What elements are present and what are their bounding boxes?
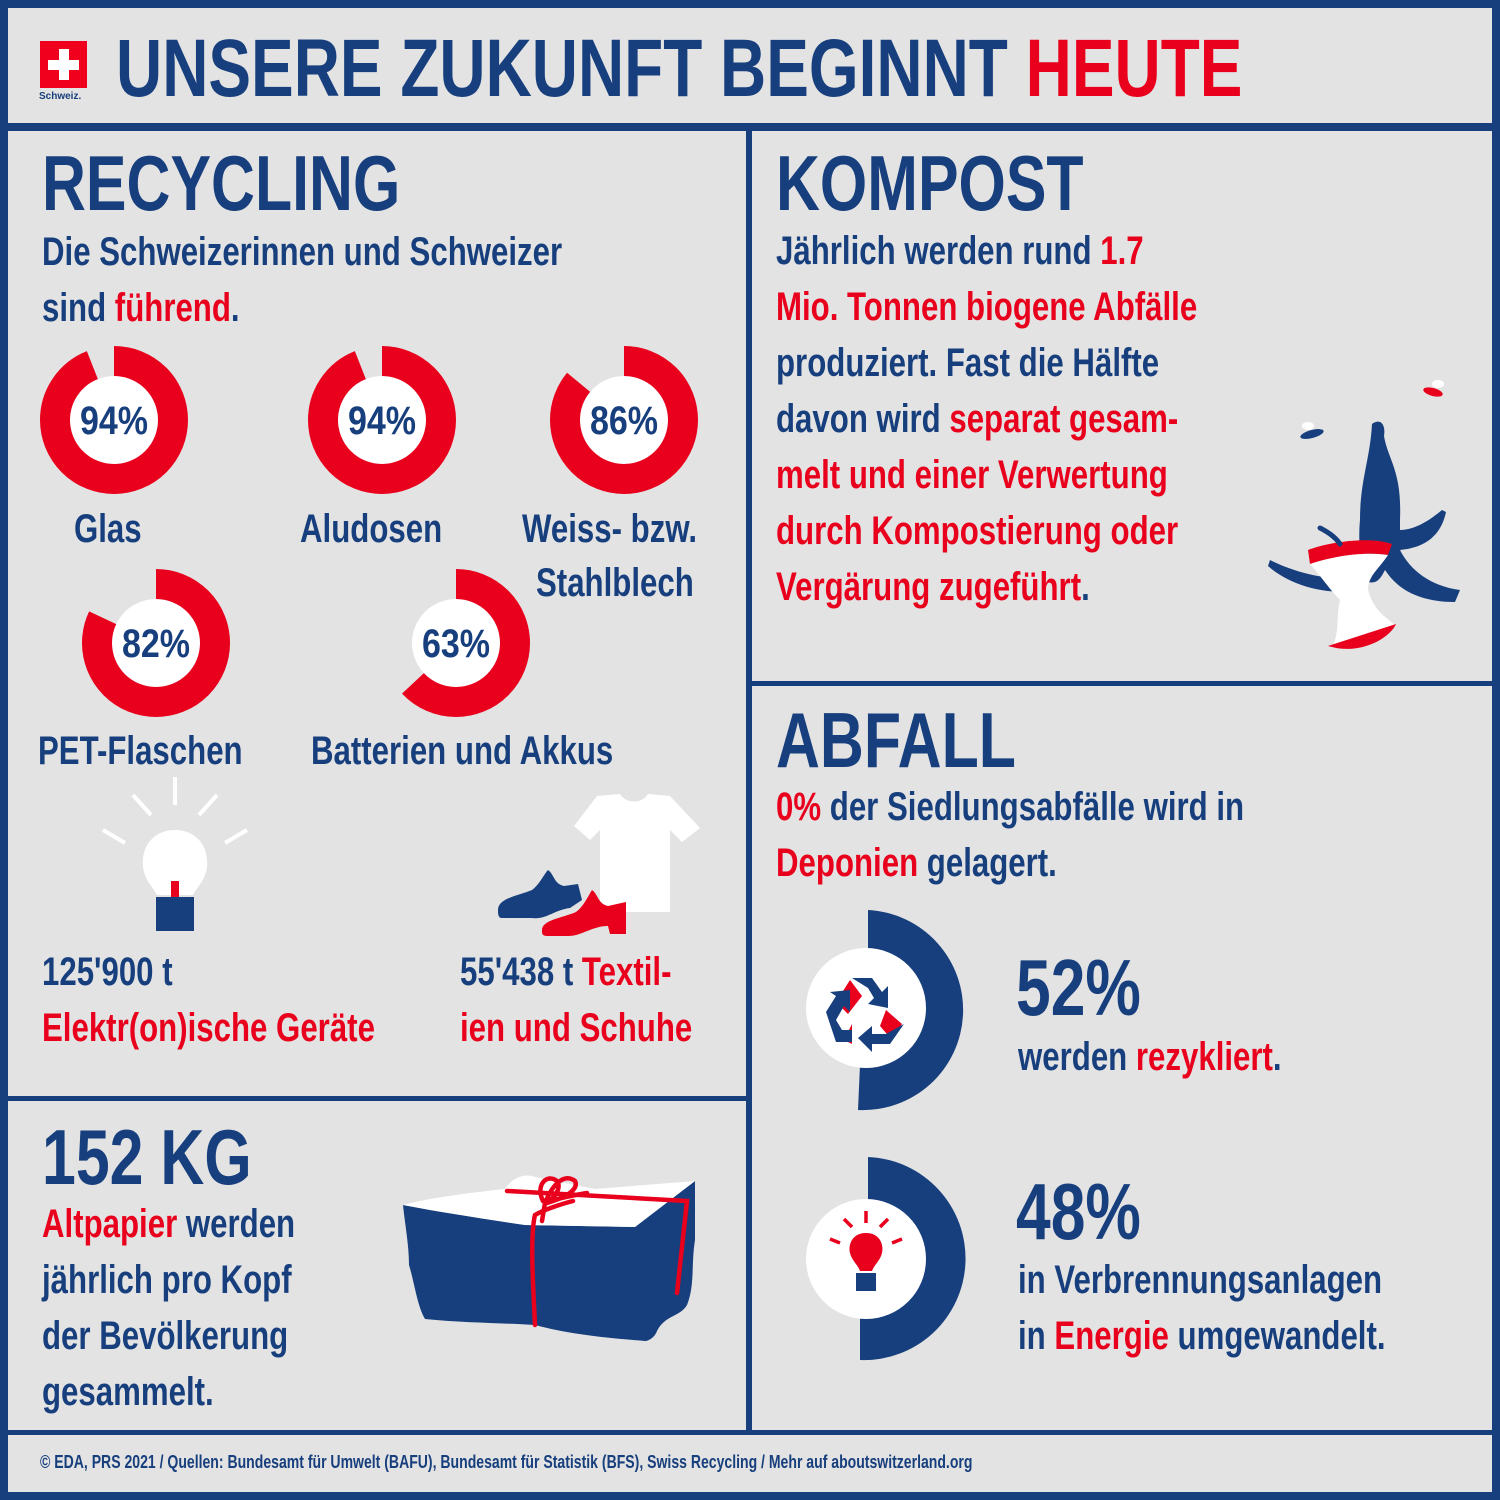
energy-lightbulb-icon bbox=[829, 1211, 903, 1291]
stat-energy-text: in Verbrennungsanlagen in Energie umgewa… bbox=[1018, 1258, 1386, 1358]
donut-stahlblech: 86% bbox=[550, 346, 698, 494]
paper-text: Altpapier werden jährlich pro Kopf der B… bbox=[42, 1202, 296, 1414]
svg-text:94%: 94% bbox=[80, 397, 148, 442]
banana-apple-core-icon bbox=[1268, 380, 1460, 649]
page-title: UNSERE ZUKUNFT BEGINNT HEUTE bbox=[116, 28, 1500, 110]
paper-stack-icon bbox=[403, 1175, 695, 1341]
section-title-recycling: RECYCLING bbox=[42, 139, 401, 227]
title-highlight: HEUTE bbox=[1025, 23, 1243, 114]
recycling-donuts: 94% 94% 86% 82% 63% bbox=[40, 346, 698, 717]
center-divider bbox=[746, 123, 752, 1435]
left-divider bbox=[0, 1096, 750, 1101]
stat-energy-pct: 48% bbox=[1016, 1167, 1141, 1256]
donut-aludosen: 94% bbox=[308, 346, 456, 494]
donut-pet: 82% bbox=[82, 569, 230, 717]
donut-glas: 94% bbox=[40, 346, 188, 494]
svg-text:63%: 63% bbox=[422, 620, 490, 665]
donut-batterien: 63% bbox=[382, 569, 530, 717]
swiss-flag-icon bbox=[40, 41, 87, 88]
recycling-intro: Die Schweizerinnen und Schweizer sind fü… bbox=[42, 230, 563, 330]
stat-recycled-text: werden rezykliert. bbox=[1018, 1035, 1282, 1079]
label-stahlblech: Weiss- bzw. Stahlblech bbox=[522, 507, 698, 605]
right-divider bbox=[746, 681, 1500, 686]
electronics-stat: 125'900 t Elektr(on)ische Geräte bbox=[42, 950, 375, 1050]
kompost-text: Jährlich werden rund 1.7 Mio. Tonnen bio… bbox=[776, 229, 1198, 609]
label-aludosen: Aludosen bbox=[300, 507, 443, 551]
logo-text: Schweiz. bbox=[39, 91, 82, 102]
footer-divider bbox=[0, 1430, 1500, 1435]
abfall-intro: 0% der Siedlungsabfälle wird in Deponien… bbox=[776, 785, 1245, 885]
svg-text:86%: 86% bbox=[590, 397, 658, 442]
stat-recycled-pct: 52% bbox=[1016, 943, 1141, 1032]
textiles-stat: 55'438 t Textil- ien und Schuhe bbox=[460, 950, 693, 1050]
recycle-icon bbox=[826, 978, 904, 1052]
recycle-gauge bbox=[806, 910, 964, 1111]
svg-text:94%: 94% bbox=[348, 397, 416, 442]
label-batterien: Batterien und Akkus bbox=[311, 729, 614, 773]
section-title-kompost: KOMPOST bbox=[776, 139, 1084, 227]
section-title-abfall: ABFALL bbox=[776, 696, 1016, 784]
footer-credits: © EDA, PRS 2021 / Quellen: Bundesamt für… bbox=[40, 1452, 973, 1472]
title-main: UNSERE ZUKUNFT BEGINNT bbox=[116, 23, 1026, 114]
label-pet: PET-Flaschen bbox=[38, 729, 243, 773]
label-glas: Glas bbox=[74, 507, 142, 551]
svg-text:82%: 82% bbox=[122, 620, 190, 665]
energy-gauge bbox=[806, 1157, 966, 1361]
lightbulb-icon bbox=[101, 777, 249, 931]
shirt-shoes-icon bbox=[498, 794, 700, 936]
paper-title: 152 KG bbox=[42, 1113, 252, 1201]
